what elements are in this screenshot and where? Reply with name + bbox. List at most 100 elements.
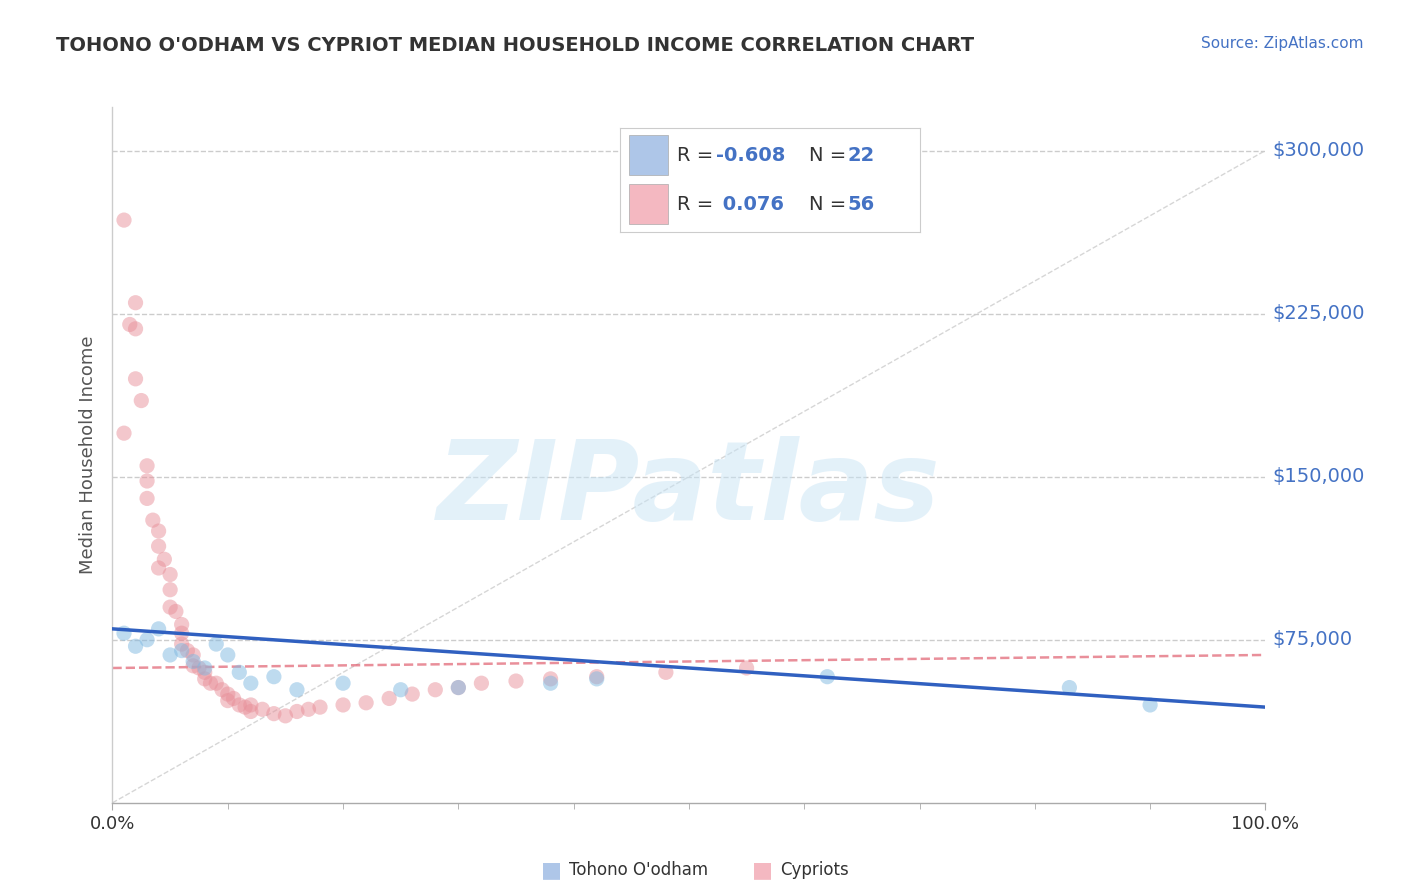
- Y-axis label: Median Household Income: Median Household Income: [79, 335, 97, 574]
- Point: [470, 676, 492, 690]
- Text: R =: R =: [676, 194, 720, 213]
- Point: [170, 637, 193, 651]
- Point: [148, 539, 170, 553]
- Point: [1139, 698, 1161, 712]
- Point: [233, 700, 256, 714]
- Point: [239, 676, 262, 690]
- Point: [159, 648, 181, 662]
- Point: [217, 693, 239, 707]
- Point: [655, 665, 678, 680]
- Point: [170, 626, 193, 640]
- Text: N =: N =: [808, 145, 852, 164]
- Text: Cypriots: Cypriots: [780, 861, 849, 879]
- Point: [205, 676, 228, 690]
- Point: [181, 658, 204, 673]
- Point: [274, 708, 297, 723]
- Point: [170, 643, 193, 657]
- Point: [297, 702, 319, 716]
- Point: [136, 491, 159, 506]
- Point: [170, 617, 193, 632]
- FancyBboxPatch shape: [628, 185, 668, 224]
- Point: [200, 676, 222, 690]
- Point: [181, 648, 204, 662]
- Point: [176, 643, 198, 657]
- Point: [124, 372, 146, 386]
- Point: [124, 295, 146, 310]
- Point: [159, 582, 181, 597]
- Point: [118, 318, 141, 332]
- Point: [378, 691, 401, 706]
- Point: [217, 648, 239, 662]
- Point: [1059, 681, 1081, 695]
- Point: [332, 698, 354, 712]
- Text: N =: N =: [808, 194, 852, 213]
- Point: [124, 639, 146, 653]
- Text: $75,000: $75,000: [1272, 631, 1353, 649]
- Text: Tohono O'odham: Tohono O'odham: [569, 861, 709, 879]
- Point: [194, 665, 217, 680]
- Text: 0.076: 0.076: [716, 194, 783, 213]
- Point: [585, 672, 607, 686]
- Point: [425, 682, 447, 697]
- Point: [211, 682, 233, 697]
- Point: [735, 661, 758, 675]
- Point: [228, 698, 250, 712]
- Point: [228, 665, 250, 680]
- Text: R =: R =: [676, 145, 720, 164]
- Point: [263, 706, 285, 721]
- Point: [239, 698, 262, 712]
- Point: [188, 661, 211, 675]
- Point: [148, 524, 170, 538]
- Point: [263, 670, 285, 684]
- Text: ZIPatlas: ZIPatlas: [437, 436, 941, 543]
- Text: $225,000: $225,000: [1272, 304, 1365, 323]
- Point: [165, 605, 187, 619]
- Point: [505, 674, 527, 689]
- Point: [447, 681, 470, 695]
- Point: [194, 661, 217, 675]
- Text: $150,000: $150,000: [1272, 467, 1365, 486]
- Point: [217, 687, 239, 701]
- Point: [205, 637, 228, 651]
- FancyBboxPatch shape: [628, 136, 668, 175]
- Point: [332, 676, 354, 690]
- Point: [354, 696, 377, 710]
- Point: [194, 672, 217, 686]
- Point: [285, 682, 308, 697]
- Point: [159, 567, 181, 582]
- Point: [136, 632, 159, 647]
- Point: [112, 426, 135, 441]
- Point: [585, 670, 607, 684]
- Point: [124, 322, 146, 336]
- Point: [148, 561, 170, 575]
- Point: [136, 474, 159, 488]
- Point: [222, 691, 245, 706]
- Point: [252, 702, 274, 716]
- Point: [136, 458, 159, 473]
- Text: 56: 56: [848, 194, 875, 213]
- Point: [181, 655, 204, 669]
- Point: [389, 682, 412, 697]
- Text: TOHONO O'ODHAM VS CYPRIOT MEDIAN HOUSEHOLD INCOME CORRELATION CHART: TOHONO O'ODHAM VS CYPRIOT MEDIAN HOUSEHO…: [56, 36, 974, 54]
- Point: [447, 681, 470, 695]
- Point: [285, 705, 308, 719]
- Point: [540, 672, 562, 686]
- Text: 22: 22: [848, 145, 875, 164]
- Point: [239, 705, 262, 719]
- Point: [112, 213, 135, 227]
- Text: Source: ZipAtlas.com: Source: ZipAtlas.com: [1201, 36, 1364, 51]
- Point: [153, 552, 176, 566]
- Point: [112, 626, 135, 640]
- Text: ■: ■: [541, 860, 562, 880]
- Point: [309, 700, 332, 714]
- Text: $300,000: $300,000: [1272, 141, 1365, 160]
- Point: [540, 676, 562, 690]
- Point: [142, 513, 165, 527]
- Point: [815, 670, 838, 684]
- Text: -0.608: -0.608: [716, 145, 785, 164]
- Point: [148, 622, 170, 636]
- Text: ■: ■: [752, 860, 773, 880]
- Point: [401, 687, 423, 701]
- Point: [129, 393, 153, 408]
- Point: [159, 600, 181, 615]
